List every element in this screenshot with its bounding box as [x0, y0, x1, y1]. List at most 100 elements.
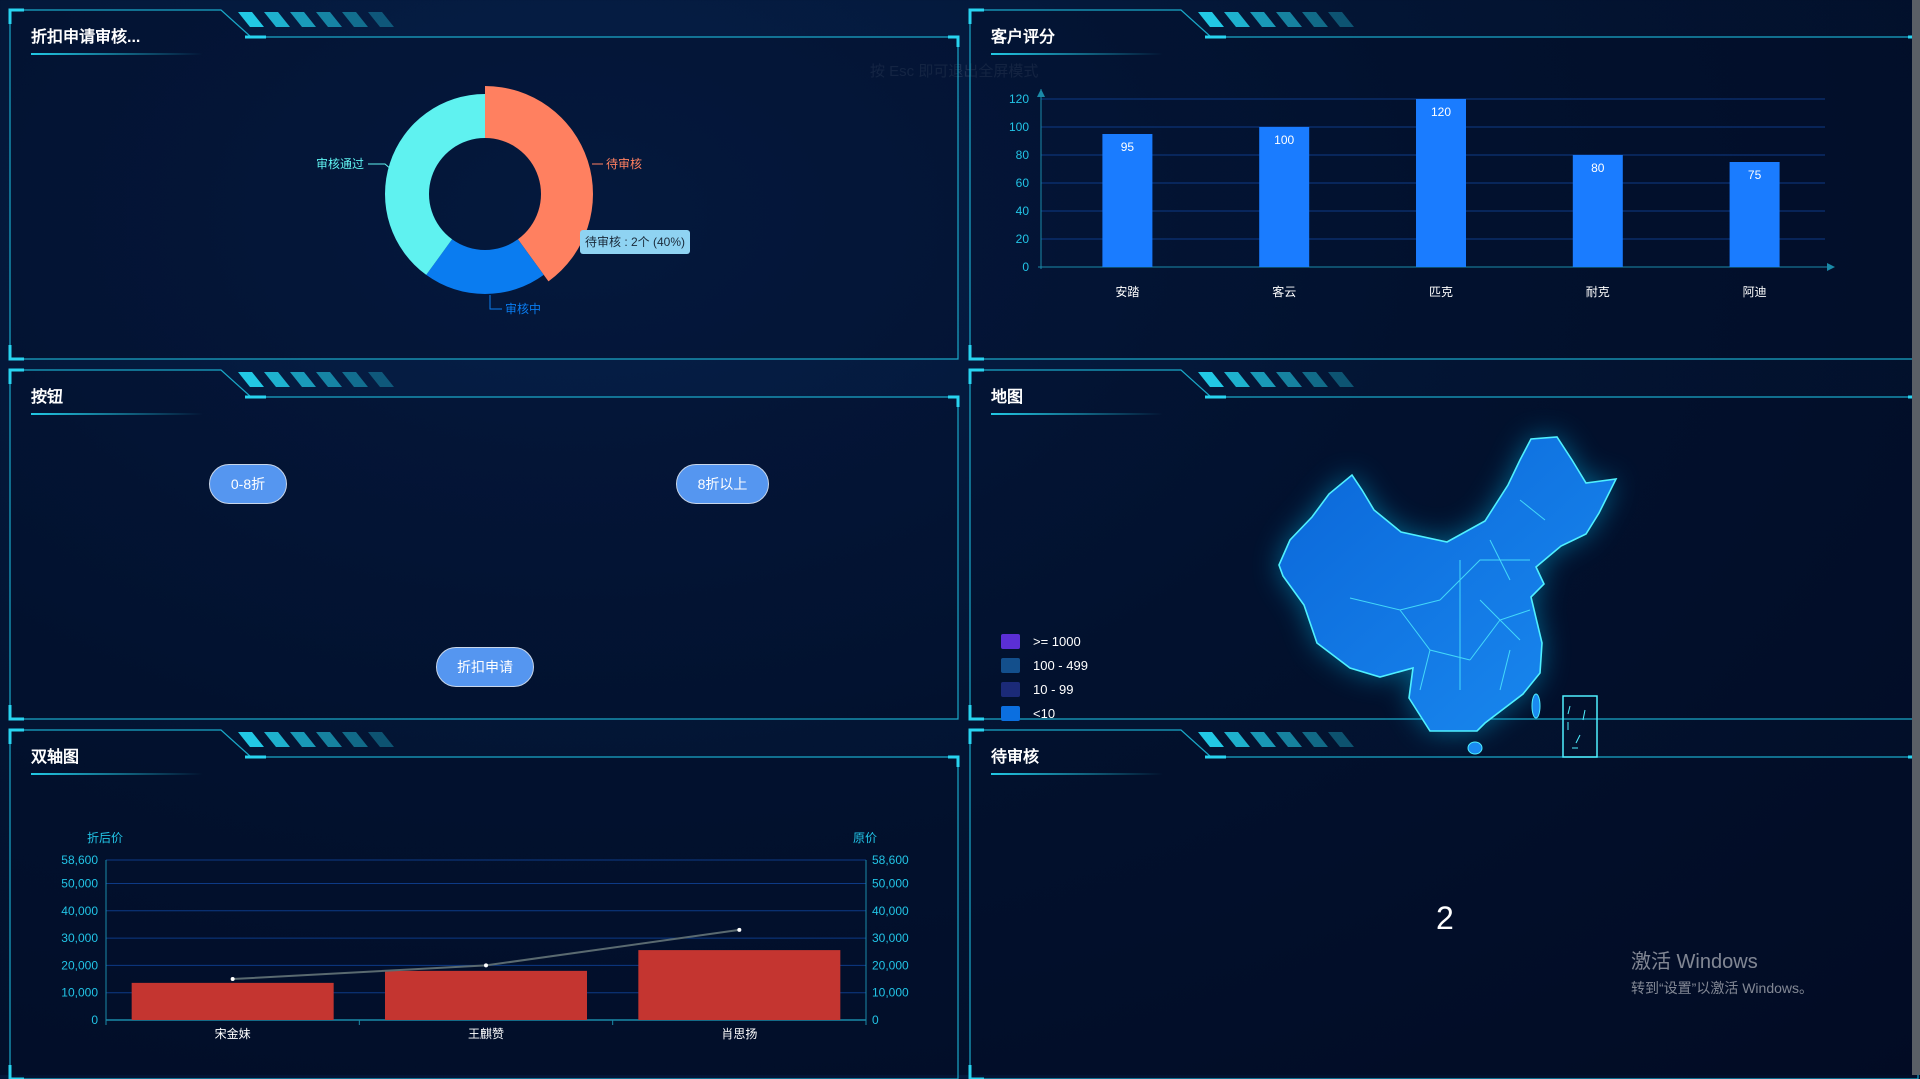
line-point[interactable] [737, 927, 742, 932]
bar-value-label: 75 [1748, 168, 1762, 182]
panel-frame [8, 368, 960, 721]
legend-swatch [1001, 682, 1020, 697]
discount-apply-button[interactable]: 折扣申请 [436, 647, 534, 687]
header-stripe [1224, 732, 1250, 747]
bar[interactable] [385, 970, 587, 1020]
frame-corner [968, 345, 984, 361]
y-tick-label: 100 [1009, 120, 1029, 134]
header-stripe [290, 372, 316, 387]
x-axis-arrow [1827, 263, 1835, 271]
frame-corner [948, 395, 960, 407]
bar[interactable] [1572, 155, 1623, 267]
frame-corner [8, 705, 24, 721]
header-stripe [290, 12, 316, 27]
header-stripe [368, 732, 394, 747]
legend-label: 10 - 99 [1033, 682, 1074, 697]
south-sea-islands [1567, 705, 1586, 749]
legend-item[interactable]: >= 1000 [1001, 634, 1081, 649]
y-tick-label-left: 20,000 [61, 958, 98, 972]
header-stripe [1276, 372, 1302, 387]
frame-corner [8, 1065, 24, 1079]
frame-corner [8, 8, 24, 24]
pie-label: 待审核 [606, 156, 642, 171]
x-tick-label: 客云 [1272, 284, 1296, 299]
header-stripe [1302, 12, 1328, 27]
y-tick-label-right: 30,000 [872, 931, 909, 945]
panel-frame [968, 728, 1920, 1079]
y-tick-label-left: 40,000 [61, 904, 98, 918]
frame-corner [948, 35, 960, 47]
legend-item[interactable]: <10 [1001, 706, 1055, 721]
discount-0-8-button[interactable]: 0-8折 [209, 464, 287, 504]
y-tick-label-left: 0 [91, 1013, 98, 1027]
title-underline [31, 53, 203, 55]
y-tick-label-left: 58,600 [61, 853, 98, 867]
line-point[interactable] [230, 977, 235, 982]
frame-corner [968, 368, 984, 384]
legend-label: 100 - 499 [1033, 658, 1088, 673]
frame-corner [968, 705, 984, 721]
legend-item[interactable]: 10 - 99 [1001, 682, 1073, 697]
y-tick-label: 20 [1016, 232, 1030, 246]
scrollbar[interactable] [1912, 0, 1920, 1075]
bar-value-label: 80 [1591, 161, 1605, 175]
panel-frame [8, 8, 960, 361]
y-tick-label-right: 58,600 [872, 853, 909, 867]
legend-swatch [1001, 706, 1020, 721]
bar[interactable] [1729, 162, 1780, 267]
bar[interactable] [131, 982, 334, 1020]
header-stripe [368, 12, 394, 27]
bar-value-label: 100 [1274, 133, 1294, 147]
map-region[interactable] [1278, 436, 1618, 732]
title-underline [31, 773, 203, 775]
frame-corner [8, 345, 24, 361]
x-tick-label: 耐克 [1586, 285, 1610, 299]
legend-label: <10 [1033, 706, 1056, 721]
title-underline [31, 413, 203, 415]
pie-label: 审核通过 [316, 156, 364, 171]
bar[interactable] [638, 950, 841, 1020]
panel-title: 地图 [991, 389, 1024, 406]
bar-value-label: 95 [1121, 140, 1135, 154]
header-stripe [316, 732, 342, 747]
bar[interactable] [1259, 127, 1310, 267]
bar[interactable] [1102, 134, 1153, 267]
south-sea-inset [1562, 695, 1598, 758]
pie-slice[interactable] [426, 239, 544, 295]
panel-title: 按钮 [31, 389, 64, 406]
map-region-hainan[interactable] [1467, 741, 1483, 755]
y-tick-label: 80 [1016, 148, 1030, 162]
y-tick-label-left: 30,000 [61, 931, 98, 945]
line-point[interactable] [484, 963, 488, 968]
header-stripe [342, 732, 368, 747]
header-stripe [238, 12, 264, 27]
legend-label: >= 1000 [1033, 634, 1081, 649]
header-stripe [1198, 372, 1224, 387]
header-stripe [316, 372, 342, 387]
legend-swatch [1001, 634, 1020, 649]
pie-slice[interactable] [485, 86, 593, 282]
china-map [1278, 436, 1618, 758]
map-region-taiwan[interactable] [1531, 693, 1541, 719]
panel-title: 折扣申请审核... [31, 29, 141, 46]
y-tick-label: 0 [1022, 260, 1029, 274]
panel-discount-review: 折扣申请审核... [8, 8, 960, 361]
title-underline [991, 413, 1163, 415]
header-stripe [1250, 12, 1276, 27]
rating-bar-chart: 0 20 40 60 80 100 120 95 安踏 100 客云 120 匹克 80 耐克 75 阿迪 [1009, 89, 1835, 299]
discount-8-up-button[interactable]: 8折以上 [676, 464, 769, 504]
bar[interactable] [1416, 99, 1466, 267]
header-stripe [342, 372, 368, 387]
bar-value-label: 120 [1431, 105, 1451, 119]
pie-slice[interactable] [385, 94, 485, 275]
y-axis-arrow [1037, 89, 1045, 97]
header-stripe [238, 372, 264, 387]
pending-count: 2 [1436, 900, 1454, 936]
header-stripe [1198, 12, 1224, 27]
x-tick-label: 匹克 [1429, 285, 1453, 299]
province-borders [1349, 499, 1546, 691]
y-tick-label-right: 40,000 [872, 904, 909, 918]
legend-item[interactable]: 100 - 499 [1001, 658, 1088, 673]
x-tick-label: 阿迪 [1743, 285, 1767, 299]
watermark-line2: 转到“设置”以激活 Windows。 [1631, 980, 1814, 996]
